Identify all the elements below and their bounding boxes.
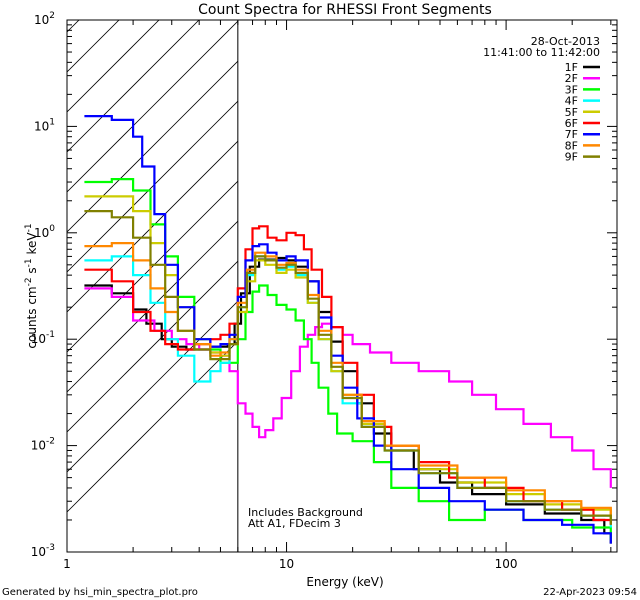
hatch-line xyxy=(67,60,238,233)
y-label-part: keV xyxy=(25,232,39,259)
hatch-line xyxy=(67,260,238,433)
hatch-line xyxy=(67,20,160,113)
axis-ticks: 1 10 100 10-3 10-2 10-1 100 101 102 xyxy=(31,11,617,571)
legend-label-7F: 7F xyxy=(565,128,578,141)
legend-label-3F: 3F xyxy=(565,83,578,96)
y-label-part: -1 xyxy=(24,258,34,267)
y-tick-label: 10-2 xyxy=(31,437,55,453)
x-axis-label: Energy (keV) xyxy=(306,575,383,589)
y-label-part: counts cm xyxy=(25,286,39,348)
legend-label-9F: 9F xyxy=(565,151,578,164)
x-tick-label: 1 xyxy=(63,557,71,571)
x-tick-label: 100 xyxy=(495,557,518,571)
annotation-attenuator: Att A1, FDecim 3 xyxy=(248,517,341,530)
y-tick-label: 100 xyxy=(34,224,55,240)
y-label-part: -1 xyxy=(24,223,34,232)
footer-generator: Generated by hsi_min_spectra_plot.pro xyxy=(2,587,198,598)
hatch-line xyxy=(67,180,238,353)
legend-label-2F: 2F xyxy=(565,72,578,85)
y-axis-label: counts cm-2 s-1 keV-1 xyxy=(24,223,39,348)
legend-label-5F: 5F xyxy=(565,106,578,119)
hatched-region xyxy=(67,20,238,513)
hatch-line xyxy=(67,300,238,473)
plot-frame xyxy=(66,19,618,553)
hatch-line xyxy=(67,220,238,393)
hatch-line xyxy=(67,340,238,513)
y-tick-label: 102 xyxy=(34,11,55,27)
x-tick-label: 10 xyxy=(279,557,294,571)
chart-title: Count Spectra for RHESSI Front Segments xyxy=(198,2,492,18)
annotation-background: Includes Background xyxy=(248,506,363,519)
spectra-series xyxy=(84,115,612,544)
hatch-line xyxy=(67,20,200,153)
hatch-line xyxy=(67,100,238,273)
legend: 28-Oct-2013 11:41:00 to 11:42:00 1F2F3F4… xyxy=(483,35,600,164)
legend-date: 28-Oct-2013 xyxy=(531,35,600,48)
legend-time-range: 11:41:00 to 11:42:00 xyxy=(483,46,600,59)
legend-label-8F: 8F xyxy=(565,139,578,152)
legend-label-1F: 1F xyxy=(565,61,578,74)
y-tick-label: 10-3 xyxy=(31,543,55,559)
footer-timestamp: 22-Apr-2023 09:54 xyxy=(543,587,637,598)
y-label-part: s xyxy=(25,267,39,277)
y-tick-label: 10-1 xyxy=(31,330,55,346)
series-9F xyxy=(84,210,612,525)
series-6F xyxy=(84,225,612,525)
series-2F xyxy=(84,287,612,488)
y-label-part: -2 xyxy=(24,277,34,286)
hatch-line xyxy=(67,20,238,193)
legend-label-4F: 4F xyxy=(565,95,578,108)
legend-label-6F: 6F xyxy=(565,117,578,130)
hatch-line xyxy=(67,140,238,313)
hatch-line xyxy=(67,20,120,73)
y-tick-label: 101 xyxy=(34,117,55,133)
series-3F xyxy=(84,178,612,540)
